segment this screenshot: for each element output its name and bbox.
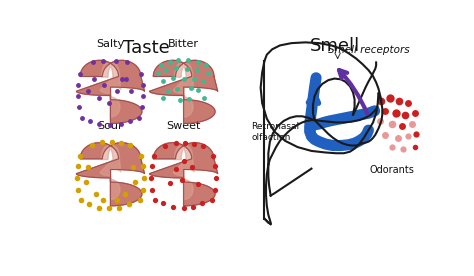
Text: Salty: Salty [96, 39, 125, 49]
Polygon shape [100, 146, 121, 200]
Polygon shape [150, 143, 218, 206]
Polygon shape [173, 146, 194, 200]
Text: Retronasal
olfaction: Retronasal olfaction [251, 122, 300, 142]
Polygon shape [150, 60, 218, 123]
Text: Sour: Sour [98, 121, 123, 131]
Polygon shape [100, 63, 121, 117]
Text: Sweet: Sweet [166, 121, 201, 131]
Polygon shape [76, 143, 145, 206]
Text: Smell: Smell [310, 37, 360, 55]
Text: Smell receptors: Smell receptors [328, 45, 410, 55]
Polygon shape [173, 63, 194, 117]
Text: Bitter: Bitter [168, 39, 199, 49]
Text: Odorants: Odorants [369, 165, 414, 175]
Text: Taste: Taste [123, 39, 170, 57]
Polygon shape [76, 60, 145, 123]
